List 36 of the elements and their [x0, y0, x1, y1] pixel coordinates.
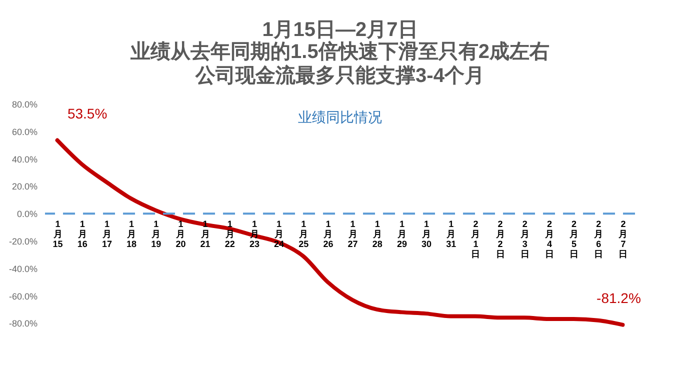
x-tick-label: 1月19: [150, 219, 162, 250]
x-tick-label: 1月18: [126, 219, 137, 250]
y-tick-label: -80.0%: [8, 318, 38, 329]
x-tick-label: 1月29: [396, 219, 407, 250]
x-tick-label: 1月27: [347, 219, 358, 250]
y-tick-label: -40.0%: [8, 264, 38, 274]
x-tick-label: 2月7日: [618, 219, 628, 260]
x-tick-label: 2月1日: [470, 219, 480, 260]
annotation: 业绩同比情况: [298, 109, 382, 125]
x-tick-label: 1月17: [101, 219, 112, 250]
annotation: -81.2%: [596, 290, 641, 306]
x-tick-label: 1月28: [372, 219, 382, 250]
y-tick-label: 60.0%: [12, 126, 38, 137]
x-tick-label: 1月26: [322, 219, 334, 250]
x-tick-label: 2月4日: [544, 219, 554, 260]
x-tick-label: 1月31: [446, 219, 456, 250]
text: 公司现金流最多只能支撑3-4个月: [194, 64, 484, 87]
y-tick-label: 20.0%: [12, 182, 38, 192]
x-tick-label: 1月15: [52, 219, 63, 250]
y-tick-label: 0.0%: [16, 209, 38, 220]
chart-subtitle: 业绩从去年同期的1.5倍快速下滑至只有2成左右: [130, 40, 550, 63]
x-tick-label: 2月6日: [593, 219, 604, 260]
y-tick-label: -20.0%: [8, 236, 38, 246]
y-tick-label: 40.0%: [12, 154, 38, 164]
chart-title: 1月15日—2月7日: [262, 19, 418, 41]
y-tick-label: -60.0%: [8, 291, 38, 302]
x-tick-label: 1月25: [298, 219, 309, 250]
x-tick-label: 1月30: [421, 219, 432, 250]
annotation: 53.5%: [67, 105, 108, 122]
x-tick-label: 2月3日: [519, 219, 530, 260]
x-tick-label: 2月5日: [568, 219, 579, 260]
x-tick-label: 1月16: [76, 219, 88, 250]
x-tick-label: 1月20: [175, 219, 186, 250]
y-tick-label: 80.0%: [12, 100, 38, 110]
x-tick-label: 1月22: [224, 219, 235, 250]
x-tick-label: 2月2日: [494, 219, 505, 260]
